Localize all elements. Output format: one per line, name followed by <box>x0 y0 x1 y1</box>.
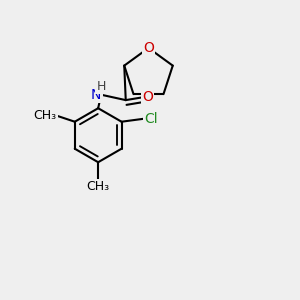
Text: CH₃: CH₃ <box>87 180 110 193</box>
Text: N: N <box>91 88 101 102</box>
Text: H: H <box>97 80 106 93</box>
Text: CH₃: CH₃ <box>34 109 57 122</box>
Text: O: O <box>142 89 153 103</box>
Text: O: O <box>143 41 154 55</box>
Text: Cl: Cl <box>144 112 158 126</box>
